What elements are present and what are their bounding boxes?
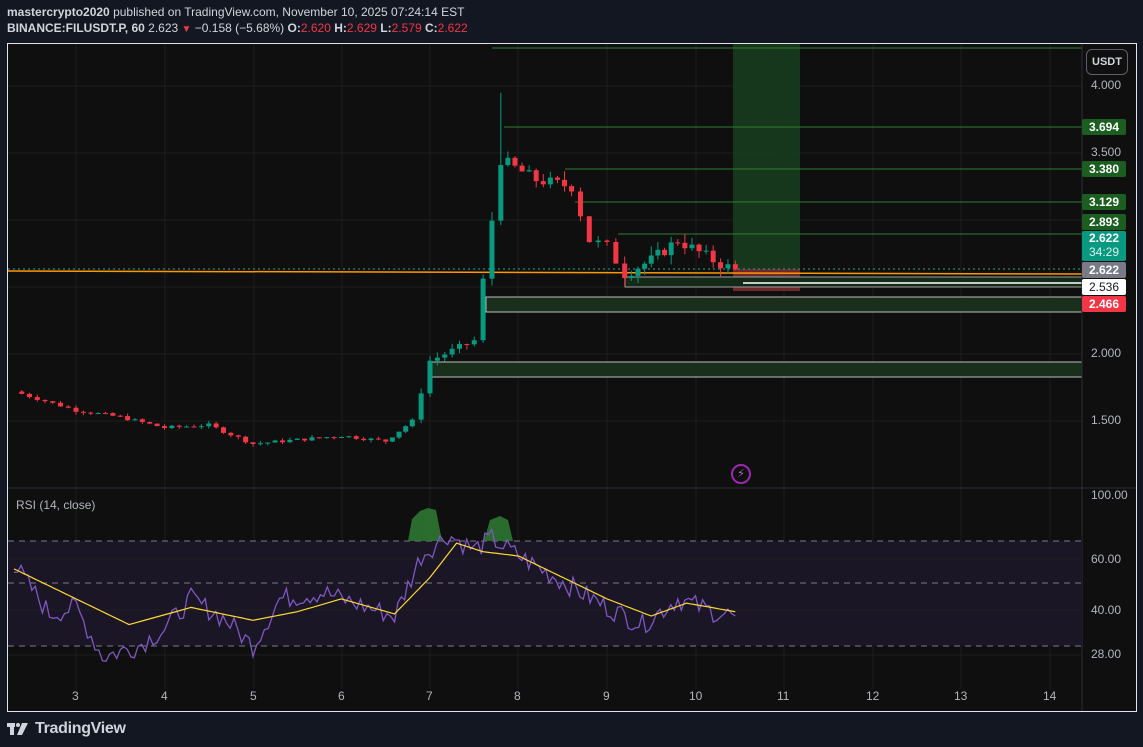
last-price-label: 2.622 34:29 — [1082, 231, 1126, 261]
currency-button[interactable]: USDT — [1086, 49, 1128, 75]
entry-price-label: 2.536 — [1082, 279, 1126, 295]
rsi-tick: 60.00 — [1091, 552, 1122, 566]
level-label: 3.380 — [1082, 161, 1126, 177]
last-price-value: 2.622 — [1088, 231, 1120, 245]
time-tick: 14 — [1043, 689, 1057, 703]
low-label: L: — [380, 21, 392, 35]
tradingview-logo-icon — [7, 723, 28, 735]
open-value: 2.620 — [300, 21, 331, 35]
level-label: 2.622 — [1082, 262, 1126, 278]
rsi-tick: 40.00 — [1091, 603, 1122, 617]
chart-canvas[interactable]: USDT 4.000 3.500 2.000 1.500 3.694 3.380… — [7, 43, 1137, 712]
high-value: 2.629 — [346, 21, 377, 35]
time-tick: 4 — [161, 689, 168, 703]
time-tick: 9 — [603, 689, 610, 703]
demand-zone-lower — [427, 361, 1083, 378]
time-tick: 7 — [426, 689, 433, 703]
symbol-label[interactable]: BINANCE:FILUSDT.P, 60 — [7, 21, 145, 35]
brand-name: TradingView — [35, 720, 126, 737]
rsi-line — [13, 528, 736, 662]
publish-line: mastercrypto2020 published on TradingVie… — [7, 4, 468, 20]
time-tick: 3 — [72, 689, 79, 703]
price-change: −0.158 (−5.68%) — [194, 21, 285, 35]
footer: TradingView — [7, 718, 126, 740]
time-tick: 8 — [514, 689, 521, 703]
orange-trendline — [8, 270, 1083, 275]
close-label: C: — [425, 21, 438, 35]
time-tick: 12 — [866, 689, 880, 703]
price-tick: 4.000 — [1091, 78, 1122, 92]
chart-header: mastercrypto2020 published on TradingVie… — [7, 4, 468, 38]
target-levels — [504, 126, 1082, 235]
close-value: 2.622 — [437, 21, 468, 35]
time-tick: 6 — [338, 689, 345, 703]
time-tick: 13 — [954, 689, 968, 703]
long-target-zone — [733, 44, 800, 269]
grid-lines — [8, 44, 1082, 689]
time-tick: 10 — [689, 689, 703, 703]
stop-price-label: 2.466 — [1082, 296, 1126, 312]
rsi-tick: 28.00 — [1091, 647, 1122, 661]
time-tick: 11 — [777, 689, 790, 703]
rsi-title[interactable]: RSI (14, close) — [16, 498, 96, 512]
level-label: 2.893 — [1082, 214, 1126, 230]
low-value: 2.579 — [391, 21, 422, 35]
rsi-tick: 100.00 — [1091, 488, 1128, 502]
ohlc-line: BINANCE:FILUSDT.P, 60 2.623 ▼ −0.158 (−5… — [7, 20, 468, 38]
chart-svg — [8, 44, 1136, 711]
lightning-icon[interactable]: ⚡ — [731, 464, 751, 484]
price-tick: 1.500 — [1091, 413, 1122, 427]
last-price: 2.623 — [148, 21, 179, 35]
price-tick: 3.500 — [1091, 145, 1122, 159]
small-zone — [624, 276, 1083, 288]
candlestick-series — [19, 92, 738, 447]
demand-zone-upper — [485, 296, 1083, 313]
bar-countdown: 34:29 — [1088, 245, 1120, 259]
level-label: 3.694 — [1082, 119, 1126, 135]
open-label: O: — [287, 21, 301, 35]
high-label: H: — [334, 21, 347, 35]
price-tick: 2.000 — [1091, 346, 1122, 360]
rsi-ma-line — [13, 542, 736, 626]
level-label: 3.129 — [1082, 194, 1126, 210]
triangle-down-icon: ▼ — [181, 24, 192, 35]
rsi-band-fill — [8, 541, 1082, 646]
time-tick: 5 — [250, 689, 257, 703]
author-name[interactable]: mastercrypto2020 — [7, 5, 110, 19]
rsi-overbought-fill — [408, 508, 442, 541]
published-text: published on TradingView.com, November 1… — [113, 5, 465, 19]
